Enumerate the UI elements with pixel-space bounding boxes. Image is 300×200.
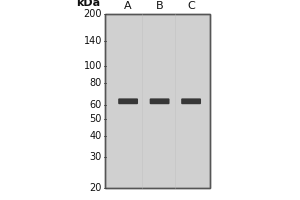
FancyBboxPatch shape — [150, 98, 169, 104]
Bar — [105, 14, 210, 188]
Text: 200: 200 — [83, 9, 102, 19]
Bar — [105, 14, 210, 188]
Text: C: C — [187, 1, 195, 11]
FancyBboxPatch shape — [118, 98, 138, 104]
Text: 40: 40 — [90, 131, 102, 141]
Text: 80: 80 — [90, 78, 102, 88]
Text: kDa: kDa — [76, 0, 100, 8]
Text: A: A — [124, 1, 132, 11]
Text: 100: 100 — [84, 61, 102, 71]
Text: 30: 30 — [90, 152, 102, 162]
Text: 20: 20 — [90, 183, 102, 193]
Text: 140: 140 — [84, 36, 102, 46]
Text: 50: 50 — [90, 114, 102, 124]
FancyBboxPatch shape — [181, 98, 201, 104]
Text: 60: 60 — [90, 100, 102, 110]
Text: B: B — [156, 1, 164, 11]
